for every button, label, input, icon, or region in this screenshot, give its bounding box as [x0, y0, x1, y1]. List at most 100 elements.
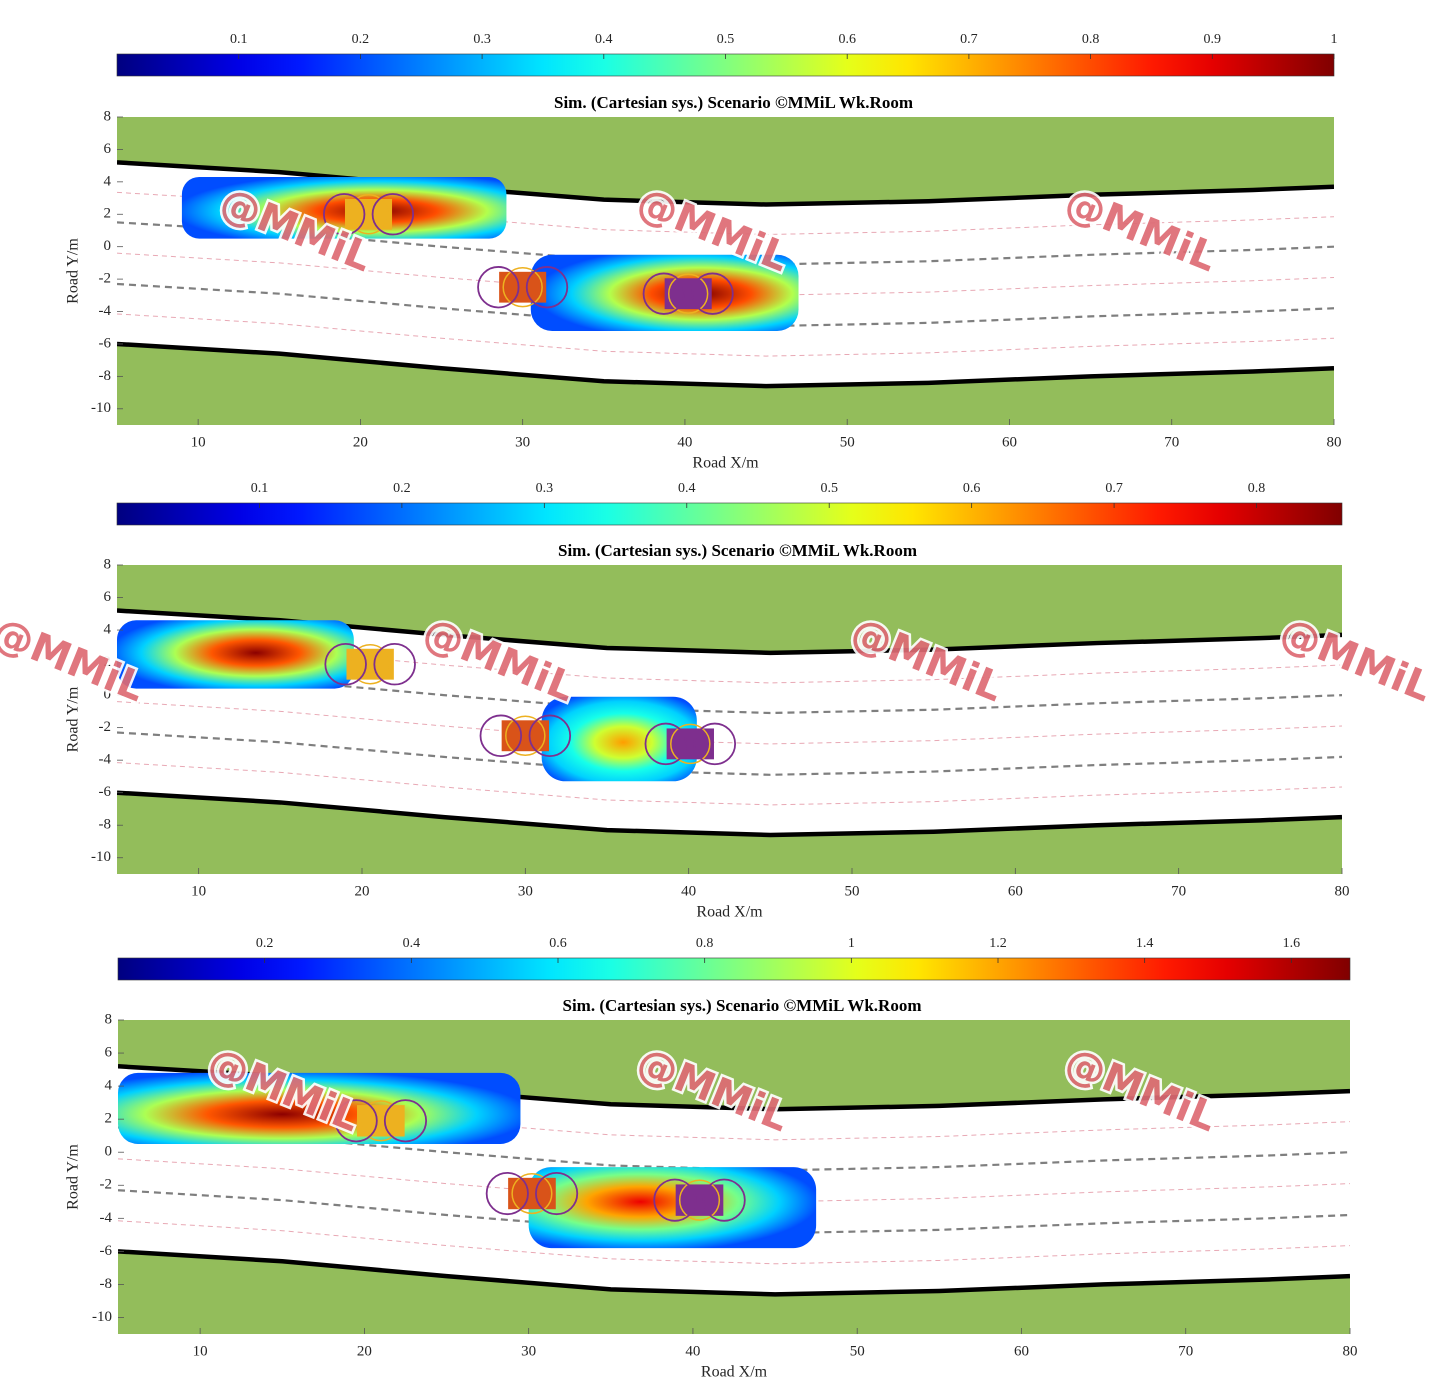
colorbar-tick-label: 0.6 [549, 936, 567, 951]
vehicle-center-circle [349, 643, 391, 685]
x-tick-label: 30 [521, 1343, 536, 1359]
y-tick-label: 2 [104, 654, 112, 670]
colorbar-tick-label: 0.8 [1248, 481, 1266, 496]
road-center-line [118, 1220, 1350, 1265]
y-tick-label: -8 [100, 1276, 113, 1292]
y-tick-label: 4 [104, 173, 112, 189]
y-tick-label: -10 [91, 849, 111, 865]
vehicle-center-circle [670, 723, 711, 765]
y-tick-label: 0 [104, 238, 112, 254]
y-tick-label: -2 [99, 271, 112, 287]
road-lane-line [117, 731, 1342, 776]
colorbar-tick-label: 0.8 [696, 936, 714, 951]
y-tick-label: -8 [99, 368, 112, 384]
colorbar-tick-label: 0.3 [473, 32, 491, 47]
y-tick-label: 4 [105, 1078, 113, 1094]
x-axis-label: Road X/m [701, 1364, 768, 1381]
vehicle-safety-circle [383, 1099, 428, 1143]
plot-area [117, 565, 1342, 874]
chart-title: Sim. (Cartesian sys.) Scenario ©MMiL Wk.… [563, 996, 922, 1015]
y-tick-label: -4 [99, 303, 112, 319]
y-tick-label: -10 [91, 400, 111, 416]
colorbar-tick-label: 0.1 [230, 32, 248, 47]
y-tick-label: 2 [104, 206, 112, 222]
x-tick-label: 70 [1171, 883, 1186, 899]
x-tick-label: 40 [681, 883, 696, 899]
y-tick-label: 6 [104, 141, 112, 157]
vehicle-safety-circle [477, 266, 520, 309]
y-tick-label: -10 [92, 1309, 112, 1325]
vehicle-safety-circle [485, 1171, 529, 1216]
colorbar [117, 957, 1351, 981]
colorbar-tick-label: 0.4 [595, 32, 613, 47]
colorbar [116, 502, 1343, 526]
offroad-area [118, 1251, 1350, 1334]
road-boundary-line [117, 790, 1342, 838]
vehicle-safety-circle [323, 193, 366, 236]
y-axis-label: Road Y/m [65, 1144, 82, 1210]
y-tick-label: 8 [105, 1011, 113, 1027]
vehicle [675, 1184, 724, 1216]
panel: 0.1 0.2 0.3 0.4 0.5 0.6 0.7 0.8 0.9 1 Sim. (Cartes… [65, 32, 1342, 471]
plot-area [118, 1020, 1350, 1334]
x-tick-label: 80 [1343, 1343, 1358, 1359]
vehicle-center-circle [667, 273, 709, 314]
vehicle-center-circle [360, 1100, 402, 1142]
y-tick-label: 8 [104, 556, 112, 572]
vehicle-center-circle [511, 1172, 553, 1215]
risk-field [117, 620, 354, 689]
panel: 0.1 0.2 0.3 0.4 0.5 0.6 0.7 0.8 Sim. (Cartesian … [65, 481, 1350, 920]
plot-area [117, 117, 1334, 425]
vehicle-safety-circle [644, 722, 688, 766]
x-tick-label: 40 [677, 434, 692, 450]
road-lane-line [118, 1189, 1350, 1235]
x-tick-label: 10 [191, 883, 206, 899]
x-tick-label: 80 [1327, 434, 1342, 450]
vehicle-center-circle [678, 1179, 721, 1221]
colorbar-tick-label: 0.2 [352, 32, 370, 47]
colorbar-tick-label: 0.3 [536, 481, 554, 496]
x-tick-label: 60 [1014, 1343, 1029, 1359]
y-tick-label: -2 [99, 719, 112, 735]
x-tick-label: 70 [1178, 1343, 1193, 1359]
x-axis-label: Road X/m [696, 904, 763, 921]
x-tick-label: 10 [191, 434, 206, 450]
vehicle-safety-circle [691, 272, 734, 315]
chart-title: Sim. (Cartesian sys.) Scenario ©MMiL Wk.… [554, 93, 913, 112]
risk-field [528, 1167, 817, 1249]
colorbar-tick-label: 1 [848, 936, 855, 951]
x-tick-label: 60 [1008, 883, 1023, 899]
vehicle-safety-circle [528, 714, 572, 757]
x-tick-label: 80 [1335, 883, 1350, 899]
x-axis-label: Road X/m [692, 455, 759, 472]
x-tick-label: 50 [850, 1343, 865, 1359]
y-tick-label: -6 [99, 784, 112, 800]
risk-field [541, 696, 697, 782]
offroad-area [117, 792, 1342, 874]
x-tick-label: 30 [518, 883, 533, 899]
colorbar-tick-label: 0.8 [1082, 32, 1100, 47]
vehicle-safety-circle [642, 272, 686, 315]
vehicle-safety-circle [525, 266, 569, 309]
road-boundary-line [118, 1249, 1350, 1297]
colorbar-tick-label: 1.4 [1136, 936, 1154, 951]
x-tick-label: 20 [353, 434, 368, 450]
x-tick-label: 10 [193, 1343, 208, 1359]
y-tick-label: -8 [99, 817, 112, 833]
colorbar-tick-label: 0.4 [678, 481, 696, 496]
colorbar-tick-label: 0.4 [403, 936, 421, 951]
colorbar-tick-label: 0.9 [1204, 32, 1222, 47]
x-tick-label: 30 [515, 434, 530, 450]
x-tick-label: 50 [845, 883, 860, 899]
y-tick-label: -2 [100, 1177, 113, 1193]
y-axis-label: Road Y/m [65, 238, 82, 304]
y-tick-label: 0 [105, 1144, 113, 1160]
road-center-line [117, 701, 1342, 745]
risk-field [118, 1072, 521, 1144]
y-tick-label: -6 [99, 335, 112, 351]
y-tick-label: -4 [100, 1210, 113, 1226]
vehicle-safety-circle [479, 714, 523, 757]
colorbar-tick-label: 0.7 [960, 32, 978, 47]
road-center-line [117, 762, 1342, 806]
